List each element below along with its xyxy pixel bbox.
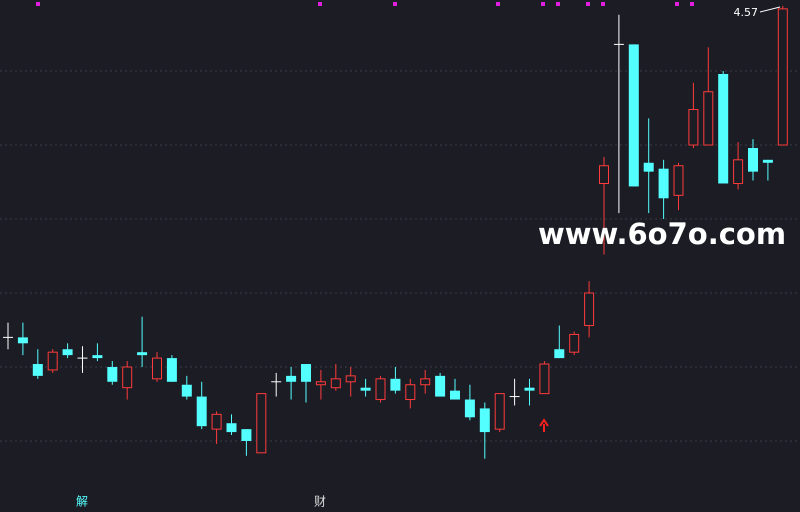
candle-body: [718, 73, 729, 184]
candle-body: [733, 159, 744, 184]
candle-body: [47, 351, 58, 371]
candle-body: [375, 378, 386, 401]
grid: [0, 70, 800, 442]
candle-body: [554, 349, 565, 359]
candle-body: [643, 162, 654, 172]
candle-body: [62, 349, 73, 356]
candle-body: [256, 393, 267, 454]
signal-dot: [541, 2, 545, 6]
candle-body: [405, 384, 416, 401]
candle-body: [301, 364, 311, 382]
watermark: www.6o7o.com: [538, 217, 786, 251]
candle-body: [166, 358, 177, 382]
candle-body: [241, 429, 252, 441]
candle-body: [107, 366, 118, 382]
candle-body: [330, 378, 341, 389]
candle-body: [569, 333, 580, 353]
candle-body: [390, 378, 401, 391]
signal-dot: [556, 2, 560, 6]
signal-dot: [690, 2, 694, 6]
candle-body: [584, 292, 595, 327]
signal-dot: [586, 2, 590, 6]
candle-body: [420, 378, 431, 386]
candle-body: [32, 364, 43, 376]
candle-body: [92, 355, 103, 359]
signal-dot: [675, 2, 679, 6]
candle-body: [777, 8, 788, 146]
candle-body: [628, 44, 639, 187]
candles: [3, 5, 788, 459]
signal-dot: [318, 2, 322, 6]
candle-body: [181, 384, 192, 397]
candle-body: [196, 396, 207, 427]
candle-body: [524, 387, 535, 391]
candle-body: [703, 91, 714, 146]
candle-body: [539, 363, 550, 395]
candle-body: [137, 352, 148, 356]
annotation: 解: [76, 495, 88, 509]
candle-body: [688, 109, 699, 146]
candle-body: [211, 413, 222, 430]
candle-body: [122, 366, 133, 389]
candle-body: [152, 357, 162, 380]
signal-dot: [393, 2, 397, 6]
candle-body: [464, 399, 475, 418]
candle-body: [762, 159, 773, 163]
candle-body: [494, 393, 505, 430]
signal-dot: [36, 2, 40, 6]
candle-body: [315, 381, 326, 386]
high-label: 4.57: [734, 6, 759, 19]
high-pointer: [759, 6, 781, 13]
candle-body: [345, 375, 356, 383]
candle-body: [748, 147, 758, 172]
buy-arrow: [539, 418, 549, 432]
candle-body: [450, 390, 460, 400]
annotation: 财: [314, 495, 326, 509]
signal-dots: [36, 2, 694, 6]
candle-body: [286, 375, 297, 382]
candle-body: [479, 408, 490, 433]
candle-body: [360, 387, 371, 391]
candle-body: [658, 168, 669, 199]
candle-body: [17, 337, 28, 344]
candle-body: [435, 375, 446, 397]
candle-body: [226, 423, 237, 433]
candle-body: [599, 165, 609, 184]
candle-body: [673, 165, 684, 196]
signal-dot: [496, 2, 500, 6]
signal-dot: [601, 2, 605, 6]
